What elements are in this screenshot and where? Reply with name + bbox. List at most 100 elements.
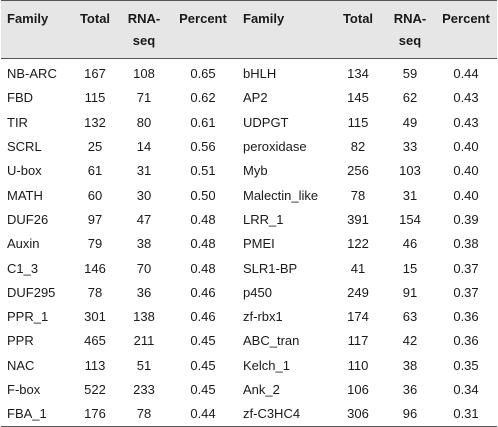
table-row: F-box 522 233 0.45 Ank_2 106 36 0.34 (1, 378, 497, 402)
cell-rnaseq-1: 38 (136, 236, 152, 252)
table-header: Family Total RNA- seq Percent Family Tot… (1, 0, 497, 59)
cell-percent-2: 0.35 (453, 357, 479, 373)
cell-percent-2: 0.36 (453, 333, 479, 349)
cell-family-2: ABC_tran (243, 333, 300, 349)
cell-total-1: 113 (84, 357, 106, 373)
cell-percent-1: 0.44 (190, 406, 216, 422)
cell-rnaseq-1: 80 (136, 114, 152, 130)
cell-percent-1: 0.48 (190, 211, 216, 227)
cell-family-2: Malectin_like (243, 187, 319, 203)
cell-rnaseq-1: 14 (136, 139, 152, 155)
header-family-2: Family (243, 11, 285, 26)
cell-rnaseq-2: 46 (402, 236, 418, 252)
cell-percent-1: 0.51 (190, 163, 216, 179)
cell-family-2: bHLH (243, 66, 277, 82)
cell-family-2: zf-rbx1 (243, 309, 283, 325)
cell-percent-2: 0.44 (453, 66, 479, 82)
cell-family-1: FBD (7, 90, 33, 106)
cell-percent-2: 0.40 (453, 163, 479, 179)
cell-percent-2: 0.34 (453, 382, 479, 397)
cell-percent-1: 0.50 (190, 187, 216, 203)
cell-rnaseq-1: 71 (136, 90, 152, 106)
cell-family-1: DUF295 (7, 284, 56, 300)
cell-rnaseq-2: 36 (402, 382, 418, 397)
header-rnaseq-1: RNA- seq (127, 11, 161, 48)
table-row: DUF26 97 47 0.48 LRR_1 391 154 0.39 (1, 208, 497, 232)
cell-total-1: 60 (87, 187, 103, 203)
cell-percent-2: 0.38 (453, 236, 479, 252)
cell-percent-1: 0.48 (190, 236, 216, 252)
cell-total-2: 106 (347, 382, 369, 397)
cell-rnaseq-1: 51 (136, 357, 152, 373)
cell-rnaseq-2: 31 (402, 187, 418, 203)
cell-rnaseq-2: 154 (399, 211, 421, 227)
cell-percent-2: 0.43 (453, 90, 479, 106)
cell-total-1: 465 (84, 333, 106, 349)
cell-percent-1: 0.61 (190, 114, 216, 130)
table-row: SCRL 25 14 0.56 peroxidase 82 33 0.40 (1, 135, 497, 159)
table-row: MATH 60 30 0.50 Malectin_like 78 31 0.40 (1, 183, 497, 207)
cell-rnaseq-2: 38 (402, 357, 418, 373)
cell-percent-1: 0.45 (190, 357, 216, 373)
cell-total-2: 122 (347, 236, 369, 252)
cell-family-2: Myb (243, 163, 268, 179)
cell-family-2: p450 (243, 284, 272, 300)
cell-rnaseq-1: 108 (133, 66, 155, 82)
cell-rnaseq-2: 96 (402, 406, 418, 422)
cell-total-1: 146 (84, 260, 106, 276)
cell-rnaseq-2: 15 (402, 260, 418, 276)
table-row: C1_3 146 70 0.48 SLR1-BP 41 15 0.37 (1, 256, 497, 280)
cell-family-2: SLR1-BP (243, 260, 298, 276)
cell-percent-1: 0.45 (190, 333, 216, 349)
cell-percent-1: 0.48 (190, 260, 216, 276)
cell-rnaseq-2: 63 (402, 309, 418, 325)
cell-family-2: LRR_1 (243, 211, 284, 227)
cell-percent-1: 0.46 (190, 309, 216, 325)
cell-percent-1: 0.62 (190, 90, 216, 106)
cell-rnaseq-1: 233 (133, 382, 155, 397)
cell-percent-2: 0.31 (453, 406, 479, 422)
header-rnaseq-2: RNA- seq (393, 11, 427, 48)
cell-rnaseq-2: 62 (402, 90, 418, 106)
cell-total-1: 132 (84, 114, 106, 130)
cell-total-2: 256 (347, 163, 369, 179)
cell-total-2: 117 (347, 333, 369, 349)
cell-family-1: Auxin (7, 236, 40, 252)
cell-total-1: 176 (84, 406, 106, 422)
cell-rnaseq-1: 30 (136, 187, 152, 203)
cell-family-1: F-box (7, 382, 41, 397)
table-row: PPR_1 301 138 0.46 zf-rbx1 174 63 0.36 (1, 305, 497, 329)
cell-rnaseq-2: 103 (399, 163, 421, 179)
cell-percent-2: 0.43 (453, 114, 479, 130)
cell-percent-2: 0.39 (453, 211, 479, 227)
table-body: NB-ARC 167 108 0.65 bHLH 134 59 0.44 FBD 115 71 0.6… (1, 59, 497, 427)
cell-total-1: 301 (84, 309, 106, 325)
cell-total-2: 110 (347, 357, 369, 373)
cell-total-2: 78 (350, 187, 366, 203)
cell-family-2: AP2 (243, 90, 268, 106)
table-row: PPR 465 211 0.45 ABC_tran 117 42 0.36 (1, 329, 497, 353)
cell-percent-1: 0.45 (190, 382, 216, 397)
cell-rnaseq-1: 70 (136, 260, 152, 276)
cell-total-2: 306 (347, 406, 369, 422)
cell-rnaseq-1: 47 (136, 211, 152, 227)
table-row: U-box 61 31 0.51 Myb 256 103 0.40 (1, 159, 497, 183)
cell-percent-2: 0.40 (453, 187, 479, 203)
cell-family-1: PPR (7, 333, 34, 349)
cell-rnaseq-1: 31 (136, 163, 152, 179)
table-row: FBA_1 176 78 0.44 zf-C3HC4 306 96 0.31 (1, 402, 497, 427)
cell-family-1: U-box (7, 163, 42, 179)
cell-rnaseq-1: 211 (133, 333, 155, 349)
cell-total-1: 78 (87, 284, 103, 300)
cell-total-1: 61 (87, 163, 103, 179)
cell-rnaseq-1: 78 (136, 406, 152, 422)
table-row: NAC 113 51 0.45 Kelch_1 110 38 0.35 (1, 354, 497, 378)
cell-total-1: 79 (87, 236, 103, 252)
cell-rnaseq-2: 33 (402, 139, 418, 155)
table-row: FBD 115 71 0.62 AP2 145 62 0.43 (1, 86, 497, 110)
cell-total-1: 167 (84, 66, 106, 82)
header-percent-1: Percent (179, 11, 227, 26)
cell-total-1: 115 (84, 90, 106, 106)
cell-family-1: FBA_1 (7, 406, 47, 422)
